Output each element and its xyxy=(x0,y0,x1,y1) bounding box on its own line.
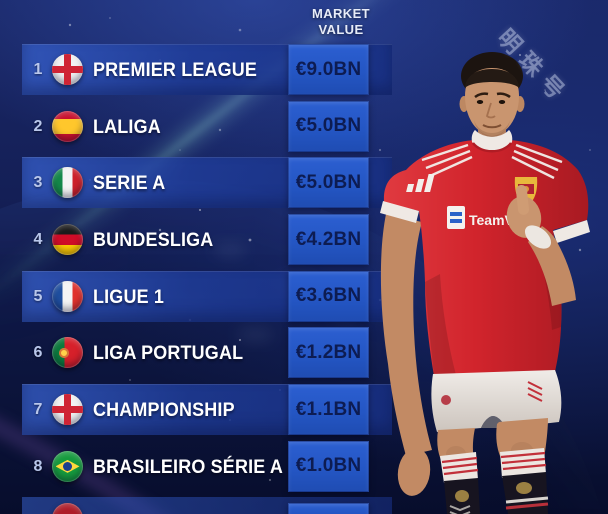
brazil-flag-icon xyxy=(52,450,83,482)
rank-number: 2 xyxy=(33,117,43,135)
league-name: PREMIER LEAGUE xyxy=(93,59,258,81)
market-value-box: €4.2BN xyxy=(288,214,369,266)
sleeve-cuff xyxy=(553,220,590,243)
league-row-7: 7 CHAMPIONSHIP €1.1BN xyxy=(0,384,392,436)
rank-number: 4 xyxy=(33,231,43,249)
rank-number: 3 xyxy=(33,174,43,192)
market-value-box: €1.2BN xyxy=(288,327,369,379)
adidas-shoulder-stripes-icon xyxy=(421,143,563,180)
market-value-box: €9.0BN xyxy=(288,44,369,95)
portugal-flag-icon xyxy=(52,337,83,369)
market-value: €9.0BN xyxy=(295,58,362,80)
germany-flag-icon xyxy=(52,224,83,256)
league-row-4: 4 BUNDESLIGA €4.2BN xyxy=(0,214,392,266)
league-name: BRASILEIRO SÉRIE A xyxy=(93,455,284,478)
market-value: €1.1BN xyxy=(295,398,362,420)
market-value: €1.0BN xyxy=(295,455,362,477)
wristband xyxy=(524,225,552,249)
league-row-5: 5 LIGUE 1 €3.6BN xyxy=(0,270,392,322)
league-row-6: 6 LIGA PORTUGAL €1.2BN xyxy=(0,327,392,379)
sponsor-text: TeamVi xyxy=(469,212,518,228)
sock-emblem-icon xyxy=(455,490,469,502)
league-row-1: 1 PREMIER LEAGUE €9.0BN xyxy=(0,44,392,95)
market-value-box: €5.0BN xyxy=(288,100,369,152)
england-flag-icon xyxy=(52,394,83,426)
shorts-adidas-mark-icon xyxy=(527,381,543,402)
rank-number: 7 xyxy=(33,401,43,419)
market-value-box: €1.1BN xyxy=(288,384,369,436)
league-row-8: 8 BRASILEIRO SÉRIE A €1.0BN xyxy=(0,440,392,492)
shorts xyxy=(431,370,562,432)
england-flag-icon xyxy=(52,54,83,85)
player-head xyxy=(459,52,525,137)
adidas-logo-icon xyxy=(406,174,435,192)
collar xyxy=(471,130,513,151)
sleeve-cuff xyxy=(380,201,419,223)
league-row-2: 2 LALIGA €5.0BN xyxy=(0,100,392,152)
player-body: TeamVi xyxy=(380,128,590,514)
shirt-sponsor: TeamVi xyxy=(447,206,518,229)
market-value-box: €1.0BN xyxy=(288,440,369,492)
league-ranking-table: 1 PREMIER LEAGUE €9.0BN 2 LALIGA €5.0BN … xyxy=(0,44,392,498)
league-name: SERIE A xyxy=(93,172,166,195)
market-value-box: €3.6BN xyxy=(288,270,369,322)
league-row-9-partial xyxy=(0,497,392,514)
market-value: €5.0BN xyxy=(295,115,362,137)
league-row-3: 3 SERIE A €5.0BN xyxy=(0,157,392,209)
market-value: €5.0BN xyxy=(295,171,362,193)
player-image: TeamVi xyxy=(380,52,590,514)
market-value-header: MARKET VALUE xyxy=(311,6,370,37)
league-name: CHAMPIONSHIP xyxy=(93,399,235,422)
league-name: LIGA PORTUGAL xyxy=(93,342,244,365)
league-name: BUNDESLIGA xyxy=(93,229,214,252)
market-value-box: €5.0BN xyxy=(288,157,369,209)
rank-number: 8 xyxy=(33,457,43,475)
france-flag-icon xyxy=(52,280,83,312)
spain-flag-icon xyxy=(52,110,83,142)
rank-number: 5 xyxy=(33,287,43,305)
league-name: LIGUE 1 xyxy=(93,285,165,308)
rank-number: 6 xyxy=(33,344,43,362)
thumb-up xyxy=(516,184,529,215)
market-value: €1.2BN xyxy=(295,341,362,363)
market-value: €4.2BN xyxy=(295,228,362,250)
league-name: LALIGA xyxy=(93,115,161,138)
sock-emblem-icon xyxy=(516,482,532,494)
shorts-crest-icon xyxy=(441,395,451,405)
market-value: €3.6BN xyxy=(295,285,362,307)
rank-number: 1 xyxy=(33,61,43,78)
